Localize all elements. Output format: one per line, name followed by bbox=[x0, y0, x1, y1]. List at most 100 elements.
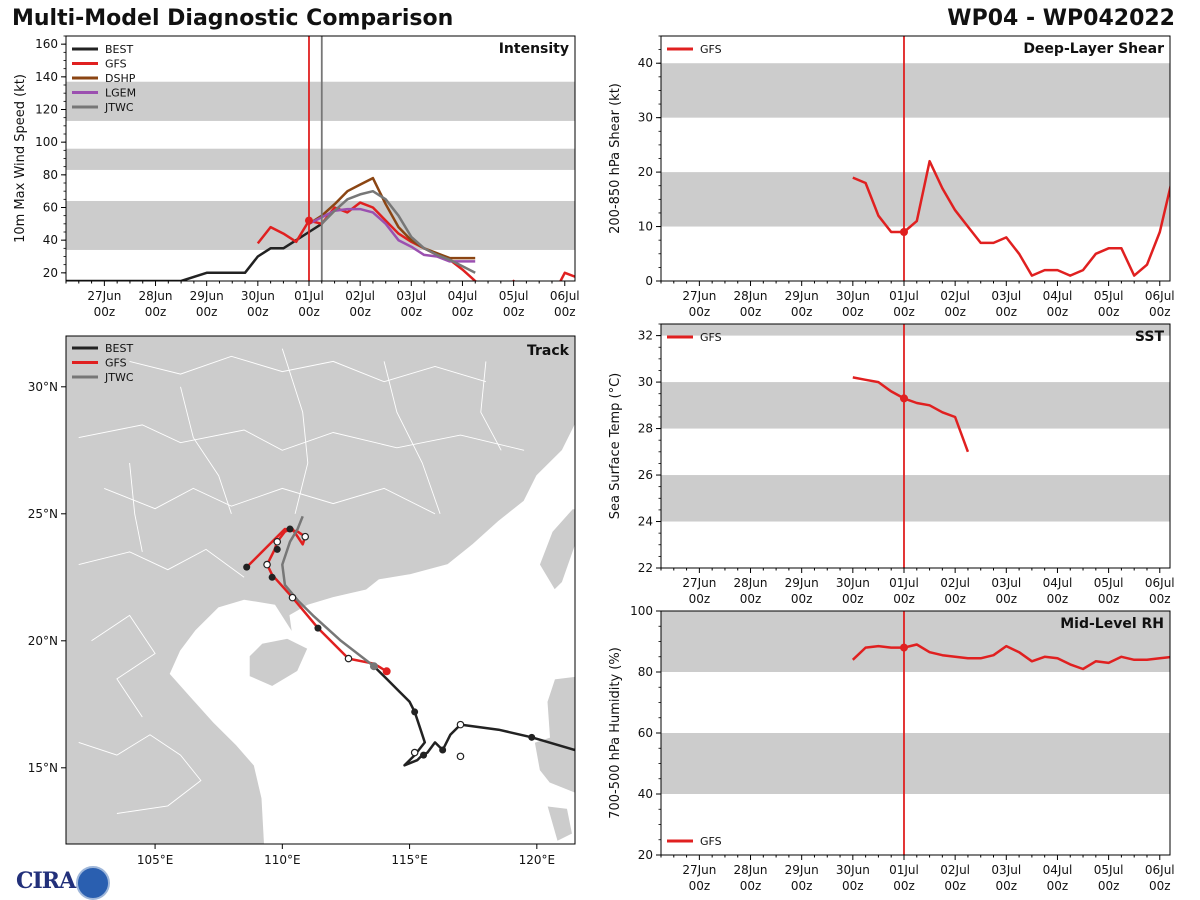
intensity-xtick-label-hour: 00z bbox=[196, 305, 218, 319]
shear-ytick-label: 20 bbox=[638, 165, 653, 179]
track-ytick-label: 30°N bbox=[28, 380, 58, 394]
intensity-ytick-label: 20 bbox=[43, 266, 58, 280]
sst-xtick-label-hour: 00z bbox=[791, 592, 813, 606]
shear-xtick-label-hour: 00z bbox=[1047, 305, 1069, 319]
sst-xtick-label-hour: 00z bbox=[842, 592, 864, 606]
shear-band bbox=[661, 63, 1170, 118]
track-legend-label: BEST bbox=[105, 342, 133, 355]
track-marker-filled bbox=[411, 708, 419, 716]
shear-current-marker bbox=[899, 228, 908, 236]
track-marker-open bbox=[301, 532, 310, 541]
sst-ylabel: Sea Surface Temp (°C) bbox=[608, 373, 623, 520]
region-border bbox=[281, 348, 309, 514]
rh-xtick-label-hour: 00z bbox=[1149, 879, 1171, 893]
track-frame bbox=[65, 335, 576, 845]
intensity-xtick-label-hour: 00z bbox=[452, 305, 474, 319]
rh-panel: 27Jun 00z 28Jun 00z 29Jun 00z 30Jun 00z 01Jul 00z… bbox=[608, 604, 1175, 893]
rh-xtick-label-hour: 00z bbox=[893, 879, 915, 893]
rh-band bbox=[661, 733, 1170, 794]
region-border bbox=[91, 614, 156, 718]
shear-xtick-label-day: 04Jul bbox=[1043, 289, 1073, 303]
sst-ytick-label: 28 bbox=[638, 422, 653, 436]
shear-xtick-label-hour: 00z bbox=[842, 305, 864, 319]
rh-ytick-label: 40 bbox=[638, 787, 653, 801]
shear-ylabel: 200-850 hPa Shear (kt) bbox=[608, 83, 623, 234]
track-jtwc-current bbox=[369, 662, 378, 671]
intensity-xtick-label-day: 28Jun bbox=[139, 289, 173, 303]
shear-xtick-label-day: 29Jun bbox=[785, 289, 819, 303]
intensity-series-best bbox=[66, 222, 323, 281]
intensity-xtick-label-hour: 00z bbox=[401, 305, 423, 319]
region-border bbox=[480, 361, 502, 451]
intensity-band bbox=[66, 81, 575, 121]
sst-ytick-label: 26 bbox=[638, 468, 653, 482]
track-marker-open bbox=[263, 560, 271, 569]
rh-xtick-label-day: 29Jun bbox=[785, 863, 819, 877]
sst-xtick-label-day: 28Jun bbox=[734, 576, 768, 590]
intensity-ytick-label: 60 bbox=[43, 201, 58, 215]
sst-xtick-label-hour: 00z bbox=[1098, 592, 1120, 606]
track-xtick-label: 115°E bbox=[391, 853, 428, 867]
intensity-xtick-label-hour: 00z bbox=[94, 305, 116, 319]
intensity-legend-label: LGEM bbox=[105, 87, 136, 100]
sst-xtick-label-day: 05Jul bbox=[1094, 576, 1124, 590]
sst-xtick-label-day: 06Jul bbox=[1145, 576, 1175, 590]
sst-xtick-label-day: 03Jul bbox=[991, 576, 1021, 590]
intensity-xtick-label-hour: 00z bbox=[298, 305, 320, 319]
intensity-xtick-label-hour: 00z bbox=[247, 305, 269, 319]
rh-band bbox=[661, 611, 1170, 672]
rh-legend-label: GFS bbox=[700, 835, 722, 848]
rh-xtick-label-day: 30Jun bbox=[836, 863, 870, 877]
sst-xtick-label-hour: 00z bbox=[944, 592, 966, 606]
sst-xtick-label-day: 04Jul bbox=[1043, 576, 1073, 590]
rh-current-marker bbox=[899, 643, 908, 652]
shear-ytick-label: 40 bbox=[638, 56, 653, 70]
track-marker-filled bbox=[243, 563, 251, 571]
shear-ytick-label: 10 bbox=[638, 220, 653, 234]
intensity-current-marker bbox=[304, 216, 313, 225]
shear-xtick-label-hour: 00z bbox=[944, 305, 966, 319]
intensity-legend-label: JTWC bbox=[104, 101, 134, 114]
shear-xtick-label-day: 01Jul bbox=[889, 289, 919, 303]
sst-xtick-label-day: 29Jun bbox=[785, 576, 819, 590]
rh-ytick-label: 60 bbox=[638, 726, 653, 740]
intensity-ytick-label: 40 bbox=[43, 233, 58, 247]
shear-xtick-label-day: 03Jul bbox=[991, 289, 1021, 303]
sst-xtick-label-day: 30Jun bbox=[836, 576, 870, 590]
track-marker-filled bbox=[268, 573, 276, 581]
rh-xtick-label-hour: 00z bbox=[791, 879, 813, 893]
intensity-xtick-label-day: 01Jul bbox=[294, 289, 324, 303]
rh-xtick-label-hour: 00z bbox=[740, 879, 762, 893]
region-border bbox=[180, 386, 232, 514]
sst-xtick-label-hour: 00z bbox=[1149, 592, 1171, 606]
rh-ytick-label: 100 bbox=[630, 604, 653, 618]
sst-ytick-label: 30 bbox=[638, 375, 653, 389]
sst-title: SST bbox=[1135, 329, 1165, 345]
shear-xtick-label-hour: 00z bbox=[1098, 305, 1120, 319]
rh-ytick-label: 80 bbox=[638, 665, 653, 679]
track-marker-filled bbox=[273, 545, 281, 553]
intensity-title: Intensity bbox=[499, 41, 569, 57]
intensity-xtick-label-hour: 00z bbox=[349, 305, 371, 319]
shear-title: Deep-Layer Shear bbox=[1023, 41, 1164, 57]
shear-legend-label: GFS bbox=[700, 43, 722, 56]
shear-ytick-label: 0 bbox=[645, 274, 653, 288]
sst-ytick-label: 32 bbox=[638, 329, 653, 343]
shear-band bbox=[661, 172, 1170, 227]
page-title: Multi-Model Diagnostic Comparison bbox=[12, 6, 454, 31]
region-border bbox=[383, 361, 441, 514]
shear-xtick-label-hour: 00z bbox=[689, 305, 711, 319]
track-gfs-current bbox=[382, 667, 391, 676]
cira-logo: CIRA bbox=[6, 866, 110, 900]
intensity-xtick-label-hour: 00z bbox=[554, 305, 576, 319]
rh-ytick-label: 20 bbox=[638, 848, 653, 862]
shear-xtick-label-day: 30Jun bbox=[836, 289, 870, 303]
sst-ytick-label: 22 bbox=[638, 561, 653, 575]
sst-xtick-label-hour: 00z bbox=[996, 592, 1018, 606]
region-border bbox=[129, 355, 487, 383]
shear-ytick-label: 30 bbox=[638, 111, 653, 125]
rh-xtick-label-hour: 00z bbox=[689, 879, 711, 893]
track-marker-open bbox=[273, 537, 282, 546]
rh-xtick-label-hour: 00z bbox=[944, 879, 966, 893]
